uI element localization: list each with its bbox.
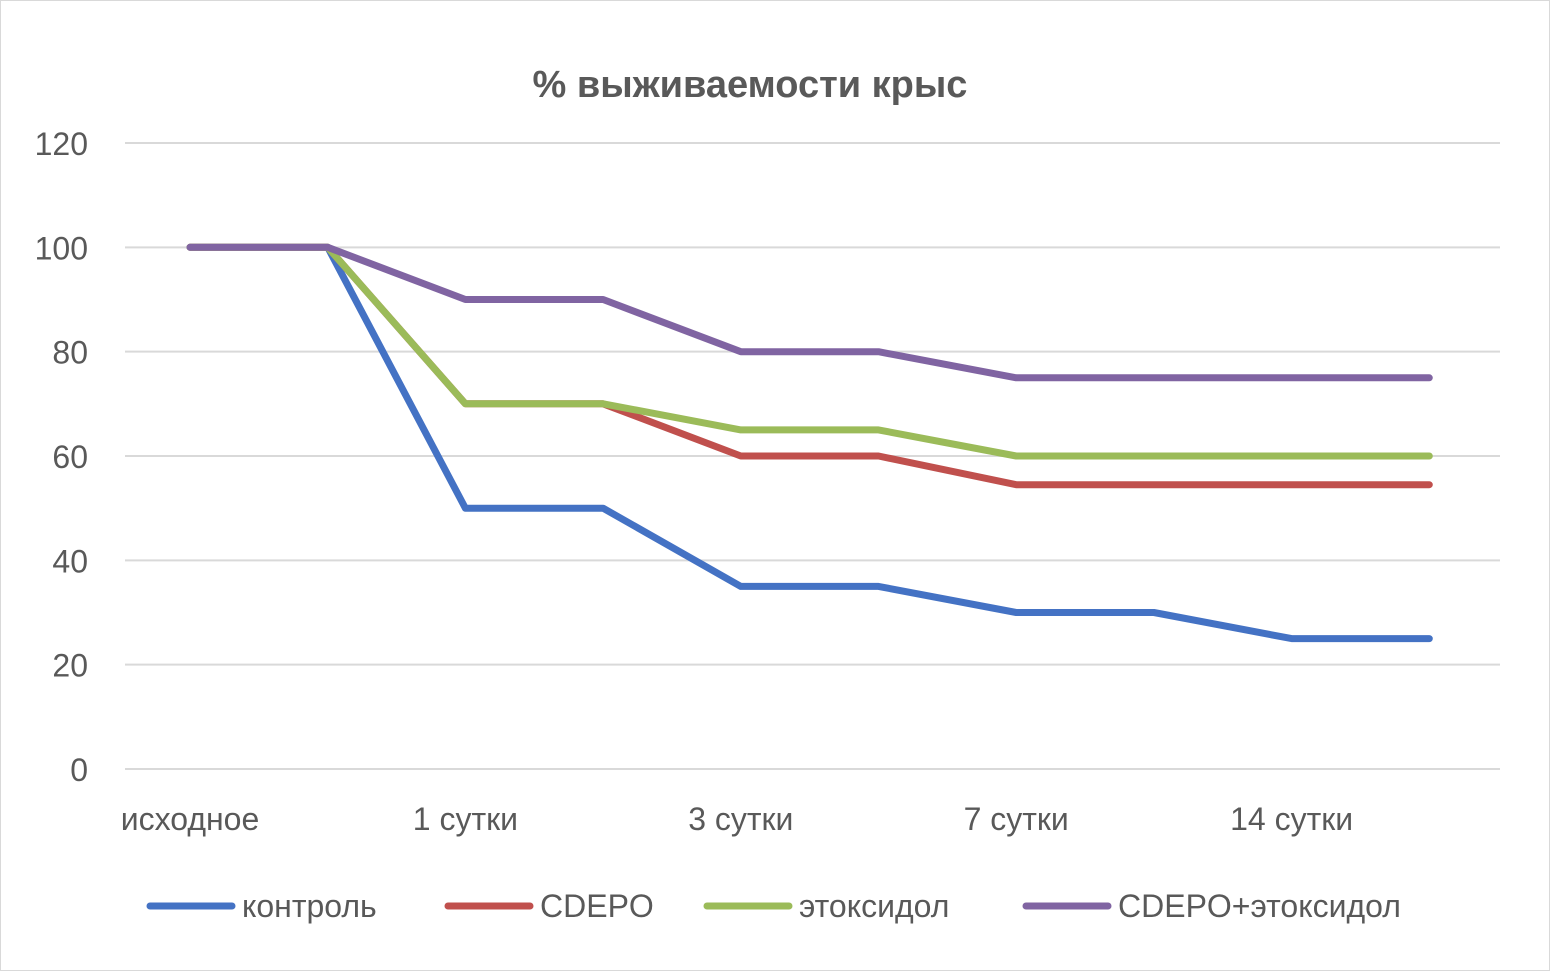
y-tick-label: 60: [52, 439, 88, 475]
legend-label-1: CDEPO: [540, 888, 654, 924]
y-tick-label: 80: [52, 335, 88, 371]
x-tick-label: 3 сутки: [688, 801, 793, 837]
legend-label-2: этоксидол: [799, 888, 949, 924]
y-tick-label: 20: [52, 648, 88, 684]
x-tick-label: 1 сутки: [413, 801, 518, 837]
x-axis-ticks: исходное 1 сутки 3 сутки 7 сутки 14 сутки: [121, 801, 1353, 837]
series-line-2: [186, 243, 1433, 460]
series-line-0: [186, 243, 1433, 643]
series-line-3: [186, 243, 1433, 382]
series-line-1: [186, 243, 1433, 489]
x-tick-label: 7 сутки: [964, 801, 1069, 837]
series-lines: [186, 243, 1433, 643]
legend: контроль CDEPO этоксидол CDEPO+этоксидол: [146, 888, 1401, 924]
y-tick-label: 40: [52, 543, 88, 579]
y-axis-ticks: 0 20 40 60 80 100 120: [35, 126, 88, 788]
x-tick-label: 14 сутки: [1230, 801, 1353, 837]
y-tick-label: 0: [70, 752, 88, 788]
chart-title: % выживаемости крыс: [533, 64, 968, 106]
legend-label-3: CDEPO+этоксидол: [1118, 888, 1401, 924]
y-tick-label: 120: [35, 126, 88, 162]
legend-label-0: контроль: [242, 888, 377, 924]
y-tick-label: 100: [35, 230, 88, 266]
x-tick-label: исходное: [121, 801, 260, 837]
